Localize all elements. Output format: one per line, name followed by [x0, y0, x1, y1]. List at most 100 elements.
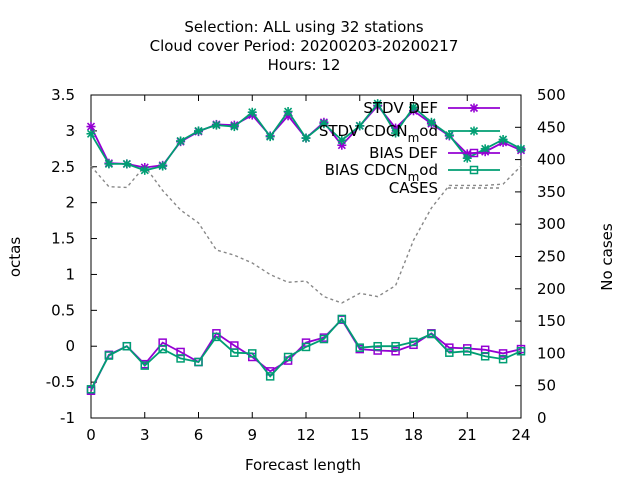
- data-point: [230, 348, 239, 357]
- data-point: [140, 165, 150, 175]
- title-line-1: Selection: ALL using 32 stations: [184, 18, 423, 36]
- data-point: [373, 341, 382, 351]
- y-tick-label: -1: [60, 409, 75, 427]
- data-point: [319, 334, 329, 344]
- y-axis-label: octas: [6, 237, 24, 277]
- data-point: [176, 354, 185, 363]
- x-axis-label: Forecast length: [245, 456, 361, 474]
- y-tick-label: 3.5: [51, 86, 75, 104]
- data-point: [498, 135, 508, 145]
- legend-marker: [469, 103, 479, 113]
- data-point: [391, 341, 400, 351]
- series-bias-def: [86, 315, 526, 395]
- data-point: [158, 161, 168, 171]
- data-point: [498, 354, 508, 364]
- axis-ticks: 0 3 6 9 12 15 18 21 24 -1 -0.5 0 0.5 1 1.5 2 2.5 3 3.5 0 50 1…: [46, 86, 566, 444]
- data-point: [463, 346, 472, 356]
- y-tick-label: -0.5: [46, 373, 75, 391]
- title-line-3: Hours: 12: [268, 56, 341, 74]
- data-point: [194, 126, 203, 136]
- legend-marker: [469, 126, 479, 136]
- data-point: [212, 332, 221, 342]
- y2-tick-label: 500: [537, 86, 566, 104]
- series-bias-cdcnmod: [86, 314, 526, 394]
- data-point: [409, 102, 418, 112]
- data-point: [265, 132, 275, 142]
- y-tick-label: 3: [65, 122, 75, 140]
- data-point: [391, 128, 401, 138]
- legend-marker: [469, 148, 479, 158]
- y-tick-label: 2: [65, 194, 75, 212]
- x-tick-label: 18: [404, 426, 423, 444]
- y2-tick-label: 300: [537, 215, 566, 233]
- data-point: [373, 99, 383, 109]
- data-point: [194, 357, 203, 367]
- data-point: [229, 122, 239, 132]
- x-tick-label: 0: [86, 426, 96, 444]
- y-tick-label: 2.5: [51, 158, 75, 176]
- data-point: [409, 337, 418, 347]
- data-point: [498, 349, 508, 358]
- x-tick-label: 21: [458, 426, 477, 444]
- x-tick-label: 15: [350, 426, 369, 444]
- data-point: [122, 341, 132, 351]
- data-point: [104, 351, 114, 360]
- y2-axis-label: No cases: [598, 223, 616, 291]
- y2-tick-label: 250: [537, 248, 566, 266]
- data-point: [319, 119, 329, 129]
- data-point: [301, 133, 311, 143]
- data-point: [140, 361, 149, 370]
- data-point: [426, 117, 436, 127]
- data-point: [516, 144, 526, 154]
- y2-tick-label: 450: [537, 118, 566, 136]
- data-point: [516, 346, 526, 356]
- data-point: [462, 153, 472, 163]
- data-point: [283, 107, 293, 117]
- data-point: [247, 107, 257, 117]
- legend-label: BIAS CDCNmod: [325, 161, 438, 184]
- chart-title: Selection: ALL using 32 stations Cloud c…: [150, 18, 459, 74]
- series-line: [90, 317, 522, 390]
- data-point: [445, 348, 454, 357]
- y-tick-label: 0.5: [51, 301, 75, 319]
- data-point: [158, 344, 167, 354]
- legend-marker: [469, 165, 479, 175]
- data-point: [355, 121, 365, 131]
- y2-tick-label: 200: [537, 280, 566, 298]
- data-point: [122, 159, 132, 169]
- data-point: [337, 135, 347, 145]
- series-line: [90, 318, 522, 392]
- y2-tick-label: 150: [537, 312, 566, 330]
- series-cases: [90, 164, 522, 304]
- y-tick-label: 0: [65, 337, 75, 355]
- y2-tick-label: 400: [537, 151, 566, 169]
- y2-tick-label: 350: [537, 183, 566, 201]
- data-point: [445, 343, 454, 352]
- data-point: [480, 144, 490, 154]
- series-stdv-cdcnmod: [86, 99, 526, 175]
- data-point: [301, 342, 311, 352]
- x-tick-label: 24: [511, 426, 530, 444]
- data-point: [391, 346, 400, 356]
- y2-tick-label: 50: [537, 377, 556, 395]
- x-tick-label: 12: [296, 426, 315, 444]
- series-line: [90, 164, 522, 304]
- legend-label: STDV CDCNmod: [319, 122, 438, 145]
- data-point: [480, 352, 490, 361]
- x-tick-label: 6: [194, 426, 204, 444]
- legend-label: CASES: [389, 179, 438, 197]
- x-tick-label: 9: [247, 426, 257, 444]
- legend-label: STDV DEF: [363, 99, 438, 117]
- data-point: [427, 329, 436, 339]
- data-point: [86, 385, 96, 394]
- data-point: [211, 120, 221, 130]
- data-point: [248, 349, 257, 358]
- data-point: [355, 343, 364, 352]
- x-tick-label: 3: [140, 426, 150, 444]
- data-point: [283, 352, 293, 362]
- data-point: [444, 130, 454, 140]
- y-tick-label: 1: [65, 265, 75, 283]
- data-point: [265, 372, 275, 381]
